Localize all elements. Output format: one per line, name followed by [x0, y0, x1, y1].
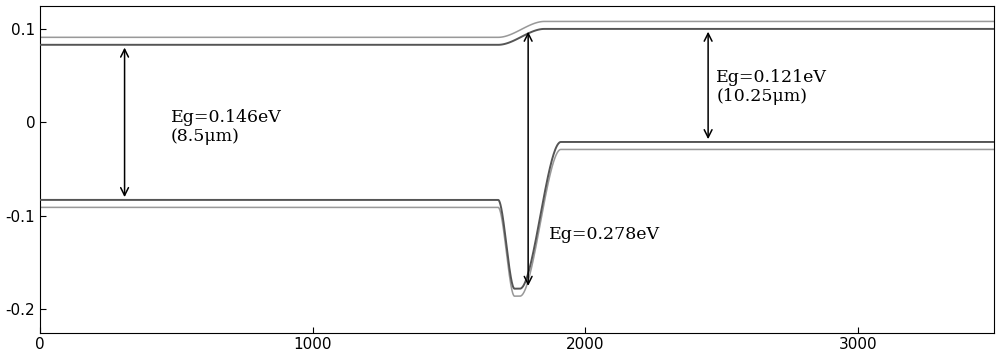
Text: Eg=0.121eV
(10.25μm): Eg=0.121eV (10.25μm) [716, 68, 827, 105]
Text: Eg=0.278eV: Eg=0.278eV [549, 226, 660, 243]
Text: Eg=0.146eV
(8.5μm): Eg=0.146eV (8.5μm) [171, 109, 282, 145]
